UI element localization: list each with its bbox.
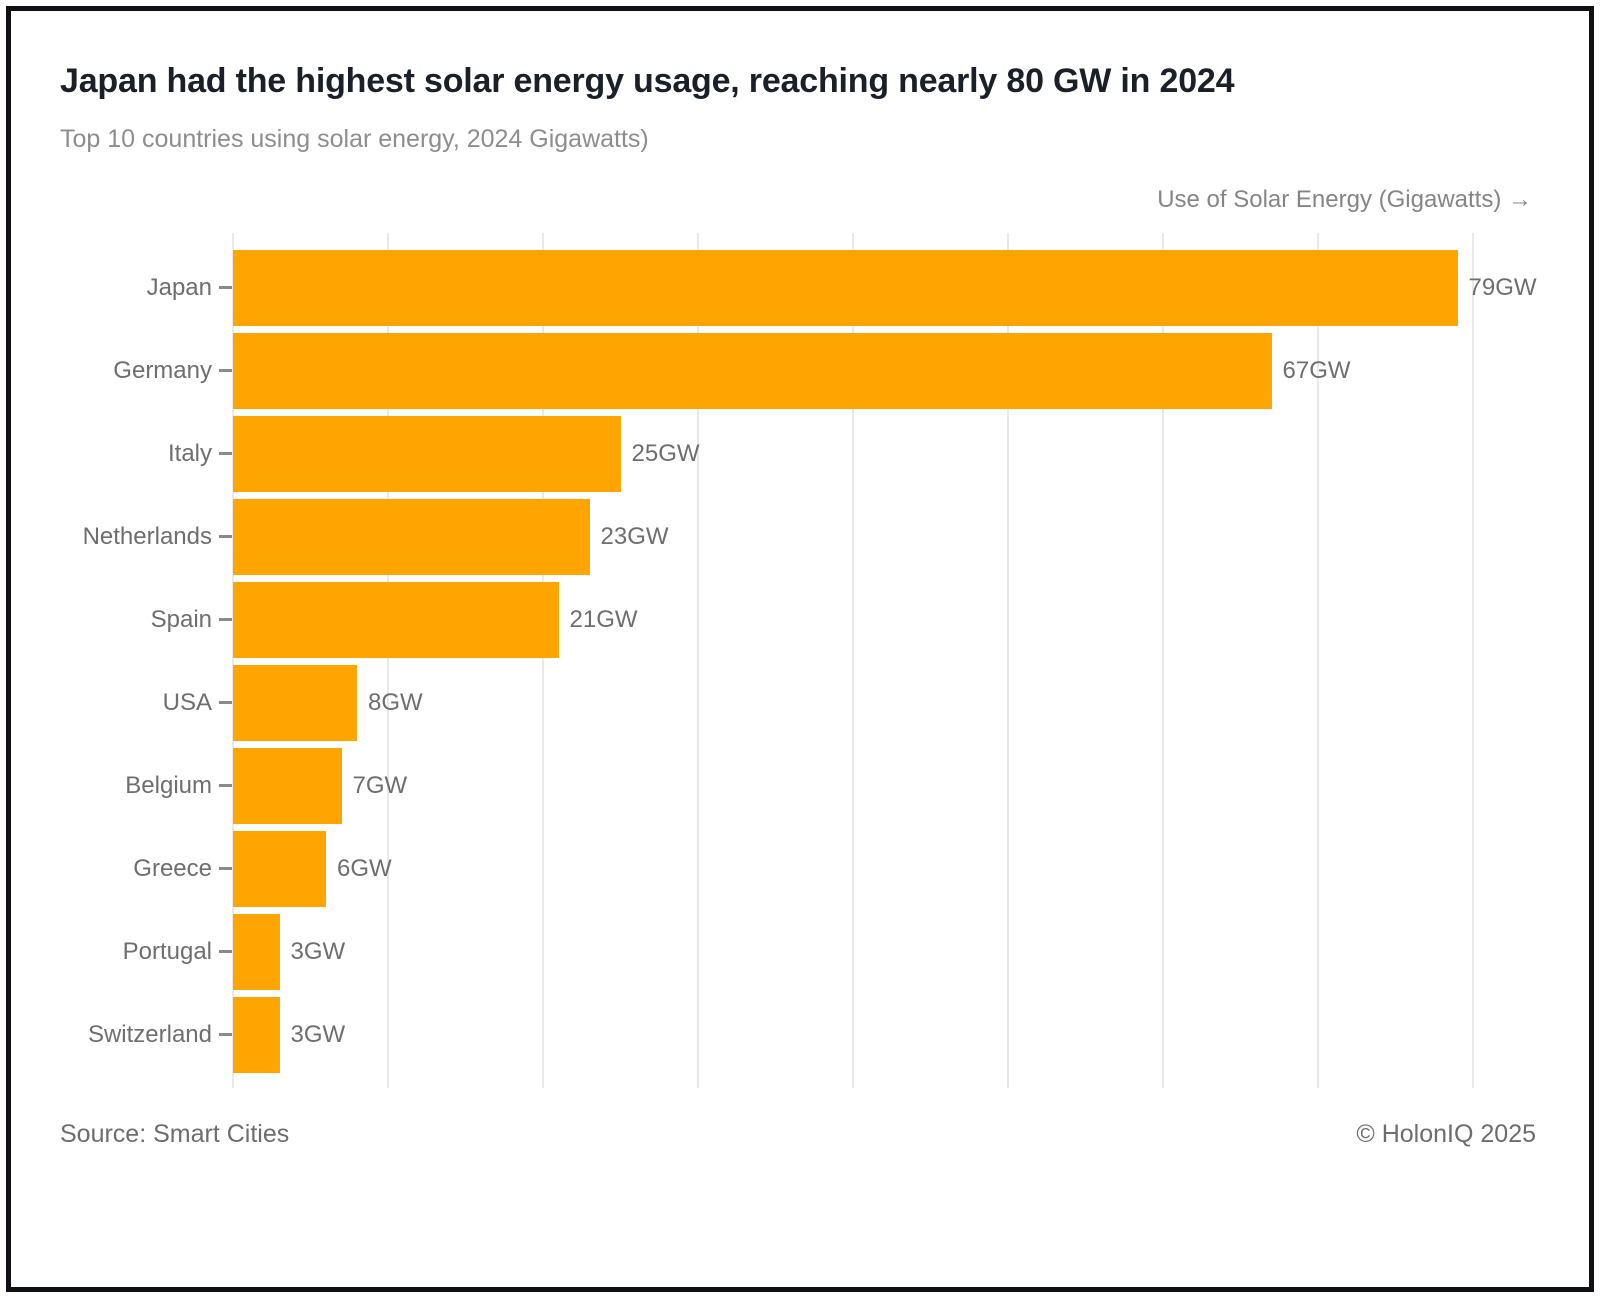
gridline [1472, 233, 1474, 1088]
axis-tick [219, 535, 232, 538]
value-label: 79GW [1468, 274, 1537, 301]
category-label: Portugal [122, 938, 212, 965]
gridline [697, 233, 699, 1088]
value-label: 23GW [600, 523, 669, 550]
category-label: Belgium [125, 772, 212, 799]
category-label: Spain [150, 606, 212, 633]
chart-title: Japan had the highest solar energy usage… [60, 62, 1235, 100]
category-label: Italy [167, 440, 212, 467]
bar [233, 250, 1458, 326]
bar [233, 748, 342, 824]
bar [233, 997, 280, 1073]
category-label: USA [162, 689, 212, 716]
category-label: Germany [113, 357, 212, 384]
category-label: Switzerland [87, 1021, 212, 1048]
category-label: Japan [146, 274, 212, 301]
bar [233, 582, 559, 658]
gridline [387, 233, 389, 1088]
gridline [852, 233, 854, 1088]
bar [233, 914, 280, 990]
category-label: Netherlands [82, 523, 212, 550]
value-label: 6GW [337, 855, 392, 882]
value-label: 7GW [352, 772, 408, 799]
axis-tick [219, 867, 232, 870]
bar [233, 831, 326, 907]
gridline [232, 233, 234, 1088]
axis-tick [219, 618, 232, 621]
axis-tick [219, 369, 232, 372]
axis-tick [219, 950, 232, 953]
axis-tick [219, 1033, 232, 1036]
x-axis-label: Use of Solar Energy (Gigawatts) → [1157, 186, 1532, 213]
gridline [1162, 233, 1164, 1088]
axis-tick [219, 701, 232, 704]
gridline [542, 233, 544, 1088]
category-label: Greece [133, 855, 212, 882]
value-label: 8GW [368, 689, 423, 716]
gridline [1007, 233, 1009, 1088]
bar [233, 665, 357, 741]
bar [233, 499, 590, 575]
value-label: 3GW [290, 938, 346, 965]
axis-tick [219, 286, 232, 289]
value-label: 25GW [631, 440, 700, 467]
axis-tick [219, 784, 232, 787]
source-note: Source: Smart Cities [60, 1120, 290, 1148]
value-label: 67GW [1282, 357, 1351, 384]
axis-tick [219, 452, 232, 455]
copyright-note: © HolonIQ 2025 [1356, 1120, 1536, 1148]
bar [233, 416, 621, 492]
value-label: 3GW [290, 1021, 346, 1048]
chart-subtitle: Top 10 countries using solar energy, 202… [60, 125, 649, 153]
value-label: 21GW [569, 606, 638, 633]
bar [233, 333, 1272, 409]
gridline [1317, 233, 1319, 1088]
